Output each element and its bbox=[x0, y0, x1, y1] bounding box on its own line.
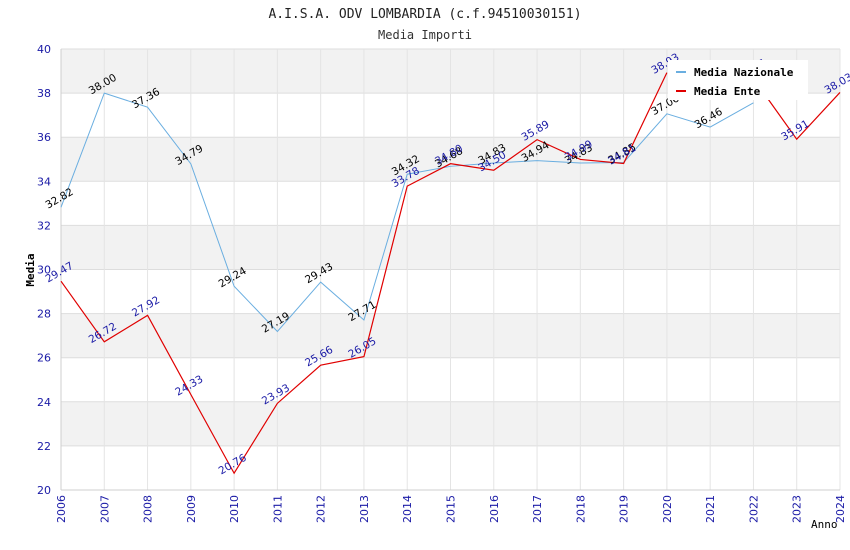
legend-label-1: Media Ente bbox=[694, 85, 761, 98]
grid-lines bbox=[60, 48, 841, 491]
y-tick-label: 28 bbox=[37, 308, 51, 321]
y-tick-label: 30 bbox=[37, 264, 51, 277]
y-tick-label: 36 bbox=[37, 131, 51, 144]
x-axis-label: Anno bbox=[811, 518, 838, 531]
y-tick-label: 26 bbox=[37, 352, 51, 365]
legend: Media Nazionale Media Ente bbox=[668, 60, 808, 100]
x-tick-label: 2014 bbox=[401, 495, 414, 523]
x-tick-label: 2023 bbox=[791, 495, 804, 523]
x-tick-label: 2022 bbox=[747, 495, 760, 523]
chart-subtitle: Media Importi bbox=[378, 28, 472, 42]
x-tick-label: 2008 bbox=[142, 495, 155, 523]
x-axis-ticks: 2006 2007 2008 2009 2010 2011 2012 2013 2014 2015… bbox=[55, 495, 847, 523]
x-tick-label: 2012 bbox=[315, 495, 328, 523]
x-tick-label: 2024 bbox=[834, 495, 847, 523]
series-line-0 bbox=[60, 92, 754, 333]
x-tick-label: 2015 bbox=[445, 495, 458, 523]
x-tick-label: 2007 bbox=[98, 495, 111, 523]
y-tick-label: 24 bbox=[37, 396, 51, 409]
x-tick-label: 2020 bbox=[661, 495, 674, 523]
y-tick-label: 20 bbox=[37, 484, 51, 497]
legend-label-0: Media Nazionale bbox=[694, 66, 794, 79]
legend-box bbox=[668, 60, 808, 100]
x-tick-label: 2009 bbox=[185, 495, 198, 523]
x-tick-label: 2021 bbox=[704, 495, 717, 523]
y-tick-label: 34 bbox=[37, 175, 51, 188]
y-axis-label: Media bbox=[24, 253, 37, 286]
y-tick-label: 40 bbox=[37, 43, 51, 56]
x-tick-label: 2013 bbox=[358, 495, 371, 523]
x-tick-label: 2018 bbox=[574, 495, 587, 523]
x-tick-label: 2011 bbox=[271, 495, 284, 523]
x-tick-label: 2019 bbox=[618, 495, 631, 523]
y-tick-label: 22 bbox=[37, 440, 51, 453]
x-tick-label: 2006 bbox=[55, 495, 68, 523]
chart-title: A.I.S.A. ODV LOMBARDIA (c.f.94510030151) bbox=[268, 7, 581, 22]
y-axis-ticks: 20 22 24 26 28 30 32 34 36 38 40 bbox=[37, 43, 51, 497]
y-tick-label: 38 bbox=[37, 87, 51, 100]
y-tick-label: 32 bbox=[37, 219, 51, 232]
x-tick-label: 2017 bbox=[531, 495, 544, 523]
x-tick-label: 2010 bbox=[228, 495, 241, 523]
x-tick-label: 2016 bbox=[488, 495, 501, 523]
